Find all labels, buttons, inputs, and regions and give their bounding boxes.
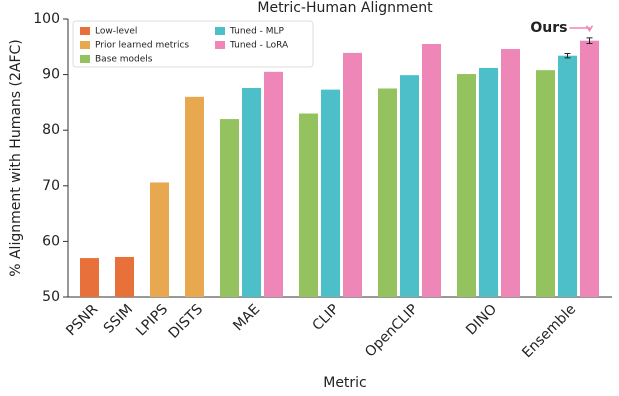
bar [264,71,283,297]
error-bar [564,52,571,59]
y-tick-label: 90 [42,67,60,83]
x-axis-label: Metric [323,375,367,391]
y-tick-label: 80 [42,122,60,138]
bar [558,55,577,297]
y-tick-label: 50 [42,289,60,305]
x-tick-label: Ensemble [519,301,579,361]
x-tick-label: DISTS [166,301,207,342]
legend-label: Base models [95,55,153,65]
bar [479,67,498,297]
bar [343,52,362,297]
x-tick-label: DINO [463,301,500,338]
bar [378,88,397,297]
chart-title: Metric-Human Alignment [257,0,433,16]
y-tick-label: 100 [33,11,60,27]
bar [150,182,169,297]
x-tick-label: PSNR [63,301,101,339]
bar [220,119,239,297]
legend-swatch [80,41,90,49]
annotation: Ours [530,20,567,36]
x-tick-label: CLIP [310,301,343,334]
bar [115,256,134,297]
bar [80,258,99,297]
legend-label: Tuned - MLP [229,27,285,37]
y-tick-label: 60 [42,233,60,249]
error-bar [586,37,593,44]
legend-swatch [215,27,225,35]
bar [501,49,520,297]
bar [580,40,599,298]
bar [457,74,476,297]
x-tick-label: MAE [230,301,263,334]
legend-label: Prior learned metrics [95,41,189,51]
x-tick-label: LPIPS [133,301,171,339]
legend-label: Tuned - LoRA [229,41,289,51]
y-tick-label: 70 [42,178,60,194]
legend-swatch [80,27,90,35]
annotation-arrow [569,25,594,33]
bar [321,89,340,297]
bar [422,44,441,297]
legend-swatch [215,41,225,49]
y-axis-label: % Alignment with Humans (2AFC) [8,39,24,277]
legend: Low-level Prior learned metrics Base model… [72,20,314,68]
bar [536,70,555,297]
legend-box [72,20,314,68]
bar [299,113,318,298]
bar [185,96,204,297]
x-tick-label: OpenCLIP [362,301,421,360]
legend-swatch [80,55,90,63]
bar [242,87,261,297]
legend-label: Low-level [95,27,137,37]
x-tick-label: SSIM [101,301,136,336]
bar [400,75,419,297]
